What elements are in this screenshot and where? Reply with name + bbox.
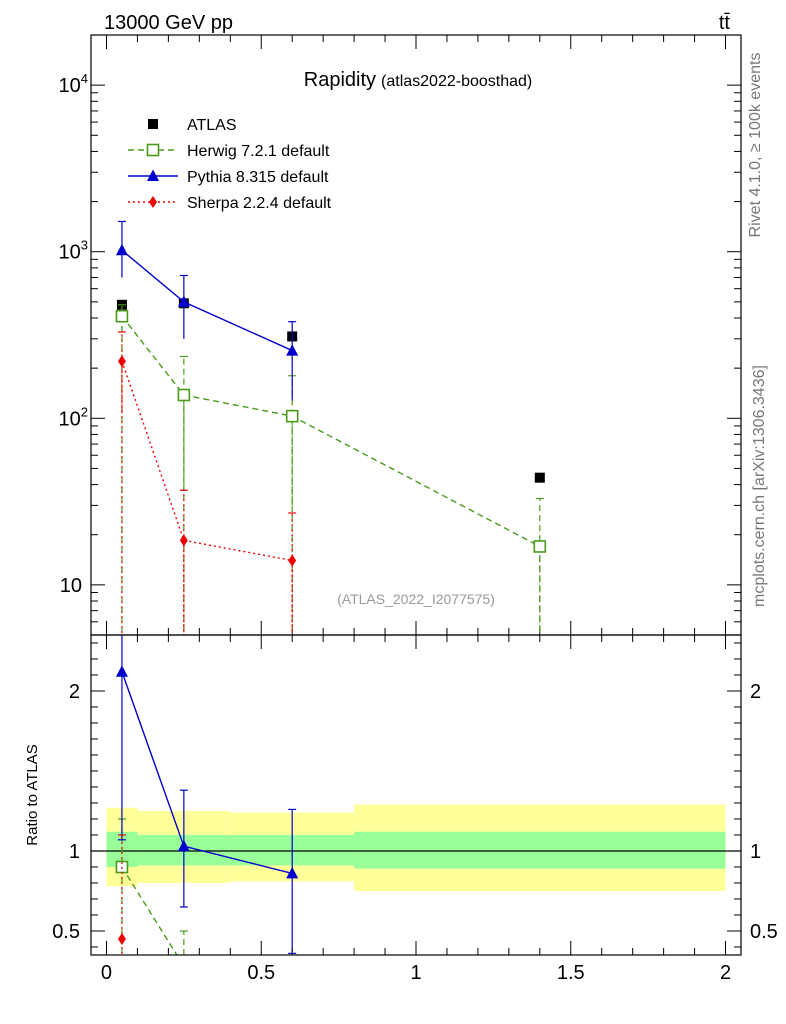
y-tick-label: 103 <box>59 238 88 264</box>
series-marker <box>117 355 126 368</box>
x-tick-label: 1 <box>410 962 421 984</box>
series-marker <box>285 409 299 423</box>
series-line <box>121 315 541 548</box>
series-marker <box>288 554 297 567</box>
x-tick-label: 1.5 <box>557 962 585 984</box>
ratio-series-marker <box>177 839 190 852</box>
ratio-y-tick-label-left: 2 <box>69 681 80 703</box>
analysis-watermark: (ATLAS_2022_I2077575) <box>337 591 495 607</box>
ratio-y-tick-label-right: 1 <box>750 841 761 863</box>
mcplots-reference-label: mcplots.cern.ch [arXiv:1306.3436] <box>751 365 768 607</box>
energy-label: 13000 GeV pp <box>104 12 233 34</box>
legend-label: Pythia 8.315 default <box>187 169 329 186</box>
series-marker <box>115 309 129 323</box>
main-series-group <box>115 220 547 635</box>
main-panel: 104 103 102 10 Rapidity (atlas2022-boosthad) (… <box>59 34 742 636</box>
legend-label: Herwig 7.2.1 default <box>187 143 330 160</box>
ratio-series-marker <box>117 933 126 945</box>
series-marker <box>286 344 299 356</box>
ratio-series-marker <box>115 665 128 677</box>
series-marker <box>533 540 547 553</box>
series-marker <box>115 243 128 256</box>
ratio-y-tick-label-left: 1 <box>69 841 80 863</box>
ratio-y-tick-label-right: 2 <box>750 681 761 703</box>
legend-label: Sherpa 2.2.4 default <box>187 195 332 212</box>
uncertainty-band-inner <box>354 831 726 869</box>
ratio-panel: 0.5 0.5 1 1 2 2 0 0.5 1 1.5 2 Ratio to ATLAS <box>24 634 778 984</box>
ratio-series-marker <box>286 866 299 879</box>
ratio-frame <box>90 634 742 956</box>
x-tick-label: 0.5 <box>247 962 275 984</box>
chart-title: Rapidity (atlas2022-boosthad) <box>304 69 532 91</box>
x-tick-label: 2 <box>720 962 731 984</box>
series-marker <box>179 534 188 547</box>
y-tick-label: 10 <box>60 575 82 597</box>
process-label: tt̄ <box>719 12 731 34</box>
series-marker <box>177 388 191 402</box>
legend-marker <box>149 196 157 208</box>
rivet-version-label: Rivet 4.1.0, ≥ 100k events <box>747 53 764 238</box>
ratio-y-axis-label: Ratio to ATLAS <box>24 744 41 845</box>
legend-label: ATLAS <box>187 117 237 134</box>
ratio-y-tick-label-right: 0.5 <box>750 921 778 943</box>
series-line <box>121 249 293 352</box>
legend-marker <box>147 169 159 181</box>
y-tick-label: 104 <box>59 71 88 97</box>
ratio-y-tick-label-left: 0.5 <box>52 921 80 943</box>
series-marker <box>177 295 190 307</box>
x-tick-label: 0 <box>101 962 112 984</box>
atlas-data-point <box>534 472 545 483</box>
legend-marker <box>148 119 158 129</box>
series-line <box>121 361 293 562</box>
legend-marker <box>146 143 160 157</box>
ratio-content <box>91 635 741 955</box>
y-tick-label: 102 <box>59 404 88 430</box>
